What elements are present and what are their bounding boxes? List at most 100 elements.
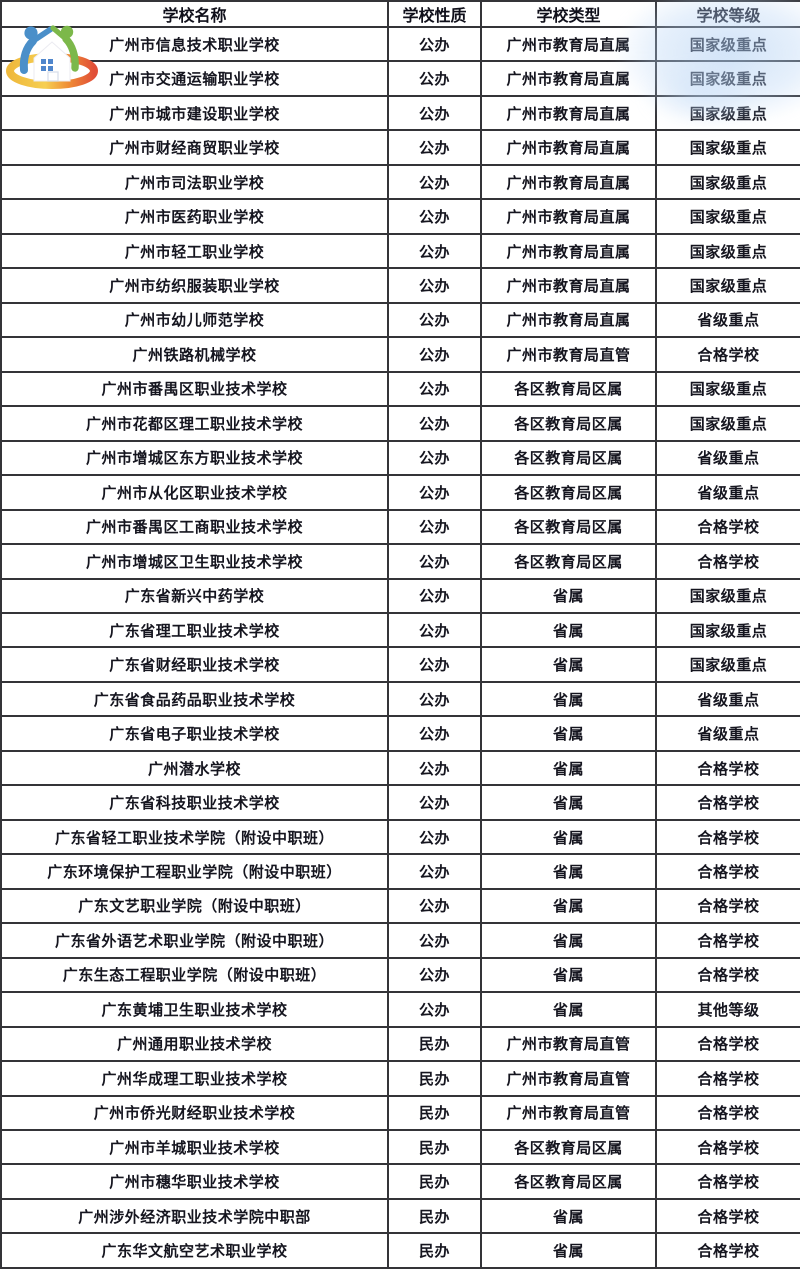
school-level-cell: 合格学校 [655,1163,800,1200]
school-name-cell: 广东省食品药品职业技术学校 [0,680,389,718]
school-type-cell: 省属 [480,680,657,718]
school-level-cell: 合格学校 [655,1060,800,1097]
school-level-cell: 国家级重点 [655,94,800,132]
school-name-cell: 广州市增城区东方职业技术学校 [0,439,389,477]
school-nature-cell: 公办 [387,474,482,511]
school-nature-cell: 公办 [387,60,482,97]
school-type-cell: 广州市教育局直属 [480,198,657,235]
table-row: 广州涉外经济职业技术学院中职部 民办 省属 合格学校 [0,1197,800,1235]
table-row: 广东省新兴中药学校 公办 省属 国家级重点 [0,577,800,614]
school-type-cell: 各区教育局区属 [480,370,657,408]
school-level-cell: 合格学校 [655,887,800,925]
school-nature-cell: 公办 [387,439,482,477]
school-name-cell: 广东省轻工职业技术学院（附设中职班） [0,818,389,856]
table-row: 广州市增城区东方职业技术学校 公办 各区教育局区属 省级重点 [0,439,800,477]
school-nature-cell: 民办 [387,1232,482,1269]
school-type-cell: 省属 [480,577,657,614]
school-type-cell: 广州市教育局直管 [480,1094,657,1132]
school-nature-cell: 公办 [387,163,482,201]
school-level-cell: 合格学校 [655,922,800,959]
school-nature-cell: 公办 [387,129,482,166]
table-row: 广东省外语艺术职业学院（附设中职班） 公办 省属 合格学校 [0,922,800,959]
school-name-cell: 广州市轻工职业学校 [0,232,389,270]
table-row: 广州市交通运输职业学校 公办 广州市教育局直属 国家级重点 [0,60,800,97]
school-type-cell: 省属 [480,853,657,890]
school-name-cell: 广州市医药职业学校 [0,198,389,235]
column-header-school-name: 学校名称 [0,0,389,28]
school-type-cell: 广州市教育局直管 [480,1025,657,1063]
school-nature-cell: 公办 [387,611,482,649]
school-name-cell: 广东华文航空艺术职业学校 [0,1232,389,1269]
table-row: 广州市医药职业学校 公办 广州市教育局直属 国家级重点 [0,198,800,235]
table-row: 广东黄埔卫生职业技术学校 公办 省属 其他等级 [0,991,800,1028]
school-level-cell: 国家级重点 [655,25,800,63]
school-nature-cell: 公办 [387,301,482,339]
school-nature-cell: 公办 [387,749,482,787]
school-type-cell: 广州市教育局直属 [480,129,657,166]
school-type-cell: 各区教育局区属 [480,1128,657,1166]
table-row: 广州市从化区职业技术学校 公办 各区教育局区属 省级重点 [0,474,800,511]
school-name-cell: 广州市花都区理工职业技术学校 [0,405,389,442]
table-row: 广州铁路机械学校 公办 广州市教育局直管 合格学校 [0,336,800,373]
school-type-cell: 广州市教育局直属 [480,232,657,270]
table-row: 广东文艺职业学院（附设中职班） 公办 省属 合格学校 [0,887,800,925]
school-name-cell: 广州市番禺区工商职业技术学校 [0,508,389,546]
school-type-cell: 各区教育局区属 [480,439,657,477]
school-name-cell: 广东省外语艺术职业学院（附设中职班） [0,922,389,959]
table-row: 广州市花都区理工职业技术学校 公办 各区教育局区属 国家级重点 [0,405,800,442]
school-type-cell: 省属 [480,1232,657,1269]
school-name-cell: 广州华成理工职业技术学校 [0,1060,389,1097]
school-nature-cell: 民办 [387,1197,482,1235]
school-nature-cell: 民办 [387,1094,482,1132]
school-type-cell: 广州市教育局直属 [480,267,657,304]
table-row: 广东省理工职业技术学校 公办 省属 国家级重点 [0,611,800,649]
school-nature-cell: 公办 [387,715,482,752]
table-row: 广州市司法职业学校 公办 广州市教育局直属 国家级重点 [0,163,800,201]
school-level-cell: 合格学校 [655,749,800,787]
school-level-cell: 合格学校 [655,784,800,821]
school-name-cell: 广东黄埔卫生职业技术学校 [0,991,389,1028]
header-row: 学校名称 学校性质 学校类型 学校等级 [0,0,800,28]
school-nature-cell: 公办 [387,922,482,959]
school-type-cell: 广州市教育局直属 [480,301,657,339]
school-level-cell: 国家级重点 [655,163,800,201]
school-type-cell: 广州市教育局直属 [480,163,657,201]
school-type-cell: 省属 [480,818,657,856]
school-type-cell: 省属 [480,611,657,649]
school-type-cell: 广州市教育局直属 [480,60,657,97]
school-level-cell: 国家级重点 [655,611,800,649]
school-type-cell: 各区教育局区属 [480,405,657,442]
table-row: 广东省电子职业技术学校 公办 省属 省级重点 [0,715,800,752]
school-name-cell: 广州潜水学校 [0,749,389,787]
school-nature-cell: 民办 [387,1025,482,1063]
school-name-cell: 广州市穗华职业技术学校 [0,1163,389,1200]
school-level-cell: 合格学校 [655,956,800,994]
table-row: 广州市增城区卫生职业技术学校 公办 各区教育局区属 合格学校 [0,543,800,580]
school-nature-cell: 公办 [387,370,482,408]
school-nature-cell: 公办 [387,818,482,856]
school-nature-cell: 公办 [387,405,482,442]
school-nature-cell: 公办 [387,232,482,270]
school-level-cell: 国家级重点 [655,577,800,614]
table-row: 广东华文航空艺术职业学校 民办 省属 合格学校 [0,1232,800,1269]
school-name-cell: 广东省科技职业技术学校 [0,784,389,821]
school-level-cell: 合格学校 [655,1197,800,1235]
school-nature-cell: 公办 [387,853,482,890]
school-level-cell: 合格学校 [655,543,800,580]
school-name-cell: 广州铁路机械学校 [0,336,389,373]
school-type-cell: 省属 [480,1197,657,1235]
school-name-cell: 广州市司法职业学校 [0,163,389,201]
school-level-cell: 合格学校 [655,1025,800,1063]
table-row: 广州市财经商贸职业学校 公办 广州市教育局直属 国家级重点 [0,129,800,166]
table-row: 广州市番禺区职业技术学校 公办 各区教育局区属 国家级重点 [0,370,800,408]
school-level-cell: 合格学校 [655,1094,800,1132]
school-nature-cell: 公办 [387,198,482,235]
school-nature-cell: 公办 [387,784,482,821]
school-level-cell: 国家级重点 [655,60,800,97]
school-name-cell: 广东省电子职业技术学校 [0,715,389,752]
school-type-cell: 省属 [480,887,657,925]
school-level-cell: 合格学校 [655,336,800,373]
school-nature-cell: 民办 [387,1060,482,1097]
school-nature-cell: 公办 [387,336,482,373]
table-row: 广州市番禺区工商职业技术学校 公办 各区教育局区属 合格学校 [0,508,800,546]
